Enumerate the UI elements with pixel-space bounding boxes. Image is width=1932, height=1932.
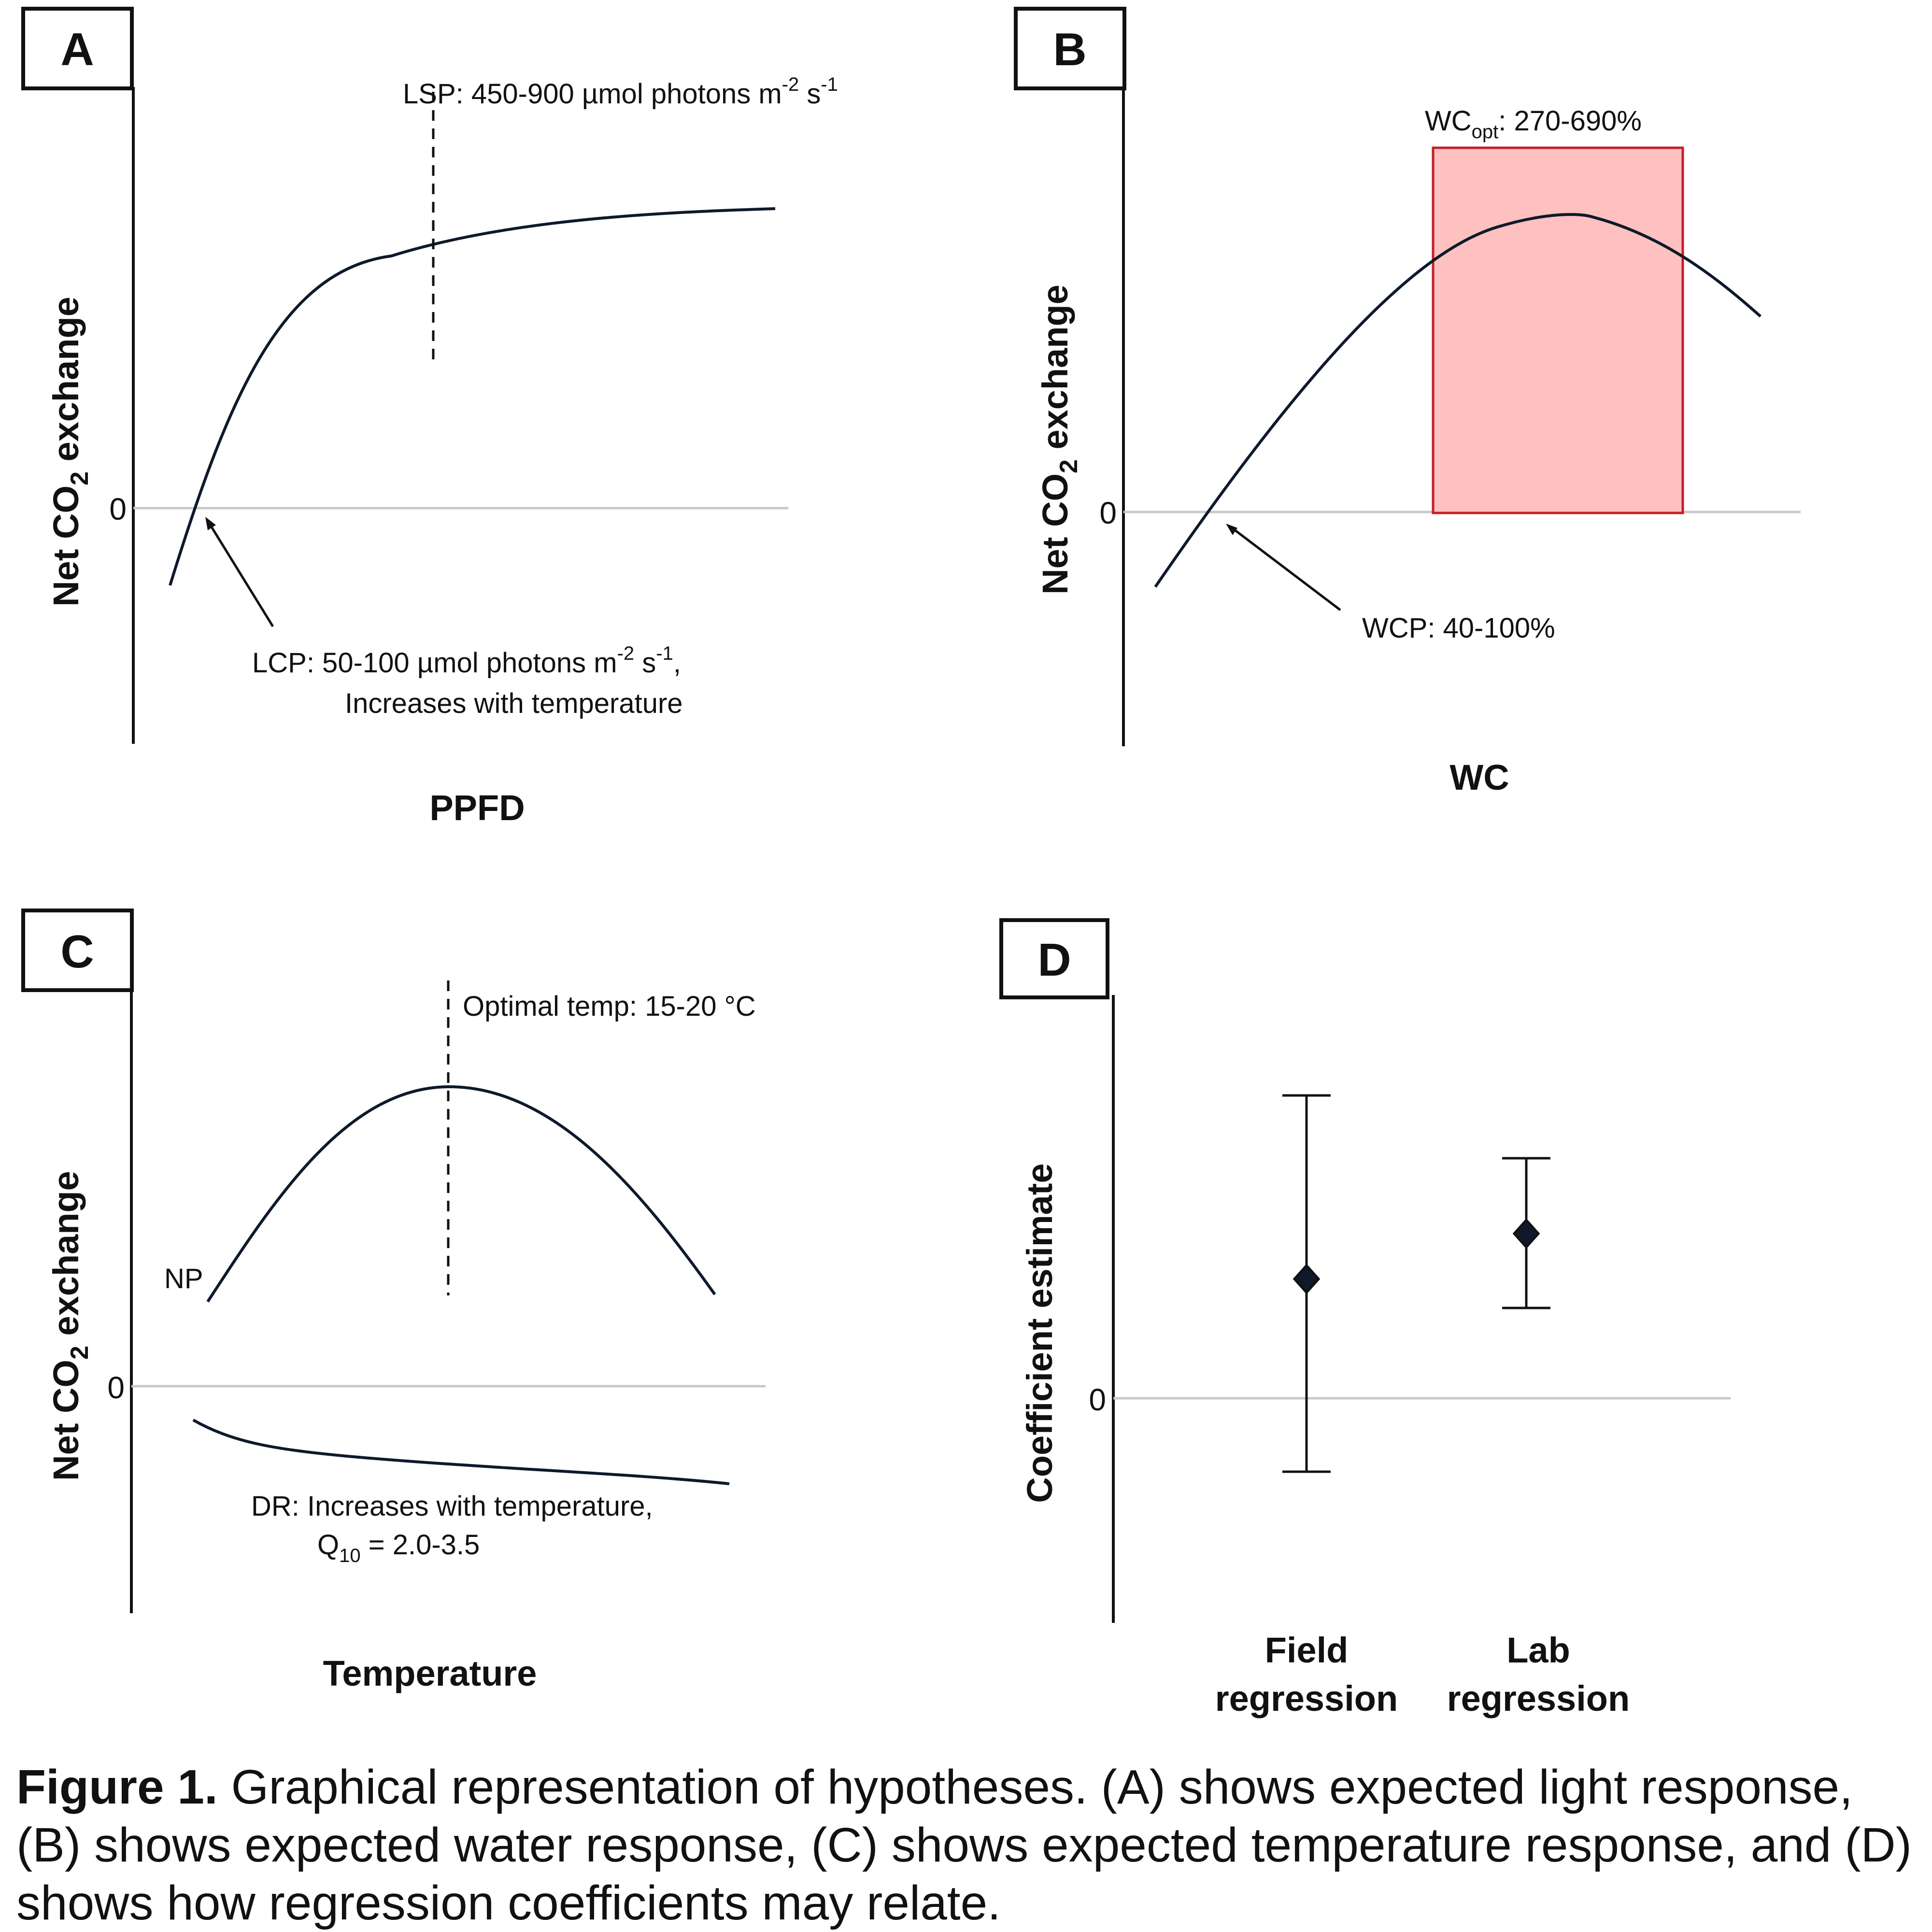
panel-c-optimal-label: Optimal temp: 15-20 °C (463, 991, 756, 1022)
panel-d: D 0 Coefficient estimate Field regression… (999, 918, 1731, 1719)
panel-c-np-label: NP (164, 1263, 203, 1294)
panel-b-water-response-curve (1154, 213, 1762, 588)
panel-c-dr-curve (192, 1419, 730, 1485)
panel-a-x-axis-title: PPFD (429, 788, 525, 828)
panel-d-label-box (999, 918, 1109, 999)
panel-c-y-axis-title: Net CO2 exchange (46, 1171, 94, 1481)
figure-caption: Figure 1. Graphical representation of hy… (16, 1758, 1915, 1932)
caption-label: Figure 1. (16, 1760, 218, 1814)
panel-b-label: B (1053, 24, 1086, 75)
panel-a-label: A (60, 24, 94, 75)
panel-d-y-axis-title: Coefficient estimate (1020, 1163, 1060, 1503)
panel-b-wc-opt-band (1432, 146, 1684, 514)
panel-d-zero-label: 0 (1089, 1382, 1106, 1417)
panel-a-lcp-arrowhead (205, 517, 216, 530)
panel-c-dr-label: DR: Increases with temperature, (251, 1491, 653, 1522)
panel-c-label: C (60, 926, 94, 978)
panel-d-category-field: Field regression (1215, 1630, 1398, 1719)
panel-a-lsp-label: LSP: 450-900 µmol photons m-2 s-1 (403, 74, 838, 110)
panel-a-light-response-curve (169, 207, 776, 586)
panel-b-wcp-arrow (1232, 527, 1341, 611)
panel-d-category-lab: Lab regression (1447, 1630, 1630, 1719)
panel-c: C 0 Net CO2 exchange Optimal temp: 15-20… (21, 909, 766, 1693)
panel-b-y-axis-title: Net CO2 exchange (1035, 284, 1083, 595)
panel-c-np-curve (206, 1085, 716, 1303)
lab-estimate-marker (1512, 1218, 1540, 1249)
panel-b: B 0 Net CO2 exchange WCopt: 270-690% WCP… (1014, 7, 1801, 797)
panel-b-x-axis-title: WC (1449, 757, 1509, 797)
panel-a-label-box (21, 7, 134, 90)
panel-a: A 0 Net CO2 exchange LSP: 450-900 µmol p… (21, 7, 838, 828)
panel-b-wc-opt-label: WCopt: 270-690% (1425, 105, 1642, 142)
caption-text: Graphical representation of hypotheses. … (16, 1760, 1912, 1930)
panel-a-y-axis-title: Net CO2 exchange (46, 297, 94, 607)
panel-a-lcp-arrow (208, 522, 274, 627)
panel-a-zero-label: 0 (109, 492, 127, 526)
panel-c-zero-label: 0 (107, 1370, 125, 1405)
panel-a-lcp-label: LCP: 50-100 µmol photons m-2 s-1, (252, 643, 681, 679)
panel-b-zero-label: 0 (1099, 496, 1117, 530)
panel-b-wcp-label: WCP: 40-100% (1362, 612, 1555, 644)
panel-d-lab-estimate (1502, 1157, 1550, 1309)
panel-b-label-box (1014, 7, 1126, 90)
field-estimate-marker (1293, 1264, 1321, 1294)
panel-c-q10-label: Q10 = 2.0-3.5 (317, 1529, 480, 1566)
panel-d-field-estimate (1282, 1094, 1331, 1473)
panel-b-wcp-arrowhead (1226, 524, 1237, 535)
panel-c-label-box (21, 909, 134, 992)
panel-d-label: D (1037, 934, 1071, 986)
panel-a-lcp-label-line2: Increases with temperature (345, 688, 683, 719)
panel-c-x-axis-title: Temperature (323, 1653, 537, 1693)
